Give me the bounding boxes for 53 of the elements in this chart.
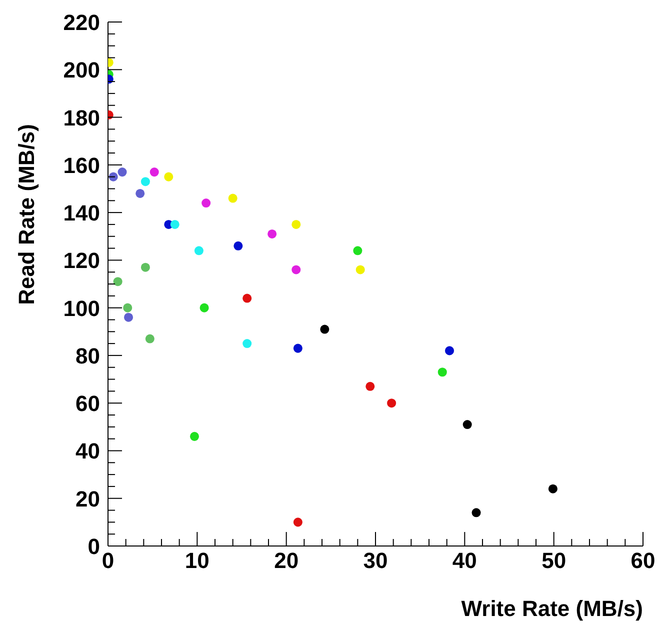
y-tick-label: 80 [76, 343, 100, 368]
point [320, 324, 330, 334]
point [164, 172, 174, 182]
point [140, 262, 150, 272]
point [202, 198, 211, 208]
x-tick-label: 50 [542, 548, 566, 573]
y-tick-label: 120 [63, 248, 100, 274]
point [145, 334, 154, 344]
point [292, 265, 301, 274]
point [268, 229, 277, 238]
point [123, 303, 132, 312]
point [356, 265, 365, 274]
point [353, 246, 362, 256]
point [113, 277, 122, 286]
x-tick-label: 10 [184, 548, 210, 573]
point [194, 246, 204, 256]
point [170, 220, 180, 229]
y-tick-label: 60 [76, 391, 100, 416]
x-axis-title: Write Rate (MB/s) [461, 596, 643, 621]
point [234, 241, 243, 250]
point [242, 339, 252, 348]
point [293, 518, 302, 527]
y-tick-label: 160 [63, 152, 100, 178]
point [242, 294, 252, 303]
point [190, 432, 200, 441]
x-tick-label: 30 [363, 548, 388, 573]
y-axis-title: Read Rate (MB/s) [14, 124, 39, 305]
y-tick-label: 200 [63, 58, 100, 83]
y-tick-label: 180 [63, 105, 100, 130]
point [200, 303, 209, 312]
point [292, 220, 301, 229]
point [118, 168, 127, 177]
point [150, 168, 159, 177]
point [387, 398, 396, 408]
y-tick-label: 40 [76, 438, 100, 464]
point [366, 382, 375, 391]
point [444, 346, 454, 356]
point [438, 368, 447, 377]
point [293, 344, 302, 353]
x-tick-label: 60 [630, 548, 656, 573]
point [472, 508, 481, 518]
point [140, 177, 150, 186]
point [548, 484, 558, 494]
point [462, 420, 472, 430]
x-tick-label: 20 [274, 548, 299, 573]
y-tick-label: 20 [76, 486, 100, 512]
point [228, 194, 238, 203]
point [136, 188, 145, 198]
y-tick-label: 100 [63, 296, 100, 321]
y-tick-label: 140 [63, 200, 100, 226]
x-tick-label: 40 [452, 548, 477, 573]
y-tick-label: 220 [63, 10, 100, 35]
point [124, 312, 134, 322]
